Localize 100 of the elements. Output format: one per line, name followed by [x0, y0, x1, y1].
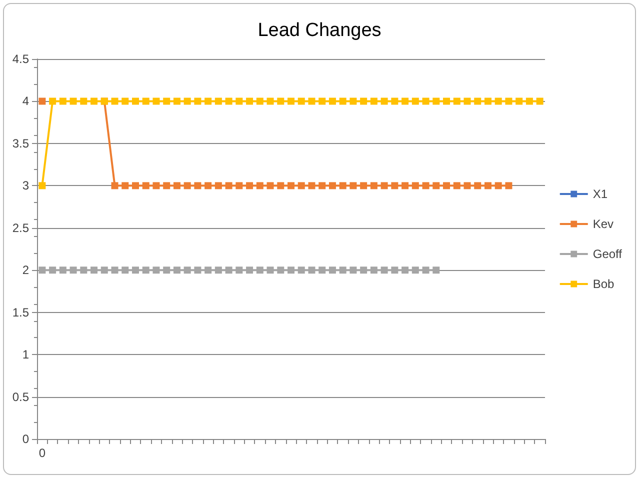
point [163, 266, 170, 274]
point [214, 266, 222, 274]
point [360, 98, 368, 105]
y-tick-label: 1.5 [12, 305, 30, 320]
point [266, 182, 274, 190]
point [90, 98, 98, 105]
point [70, 98, 77, 105]
point [256, 266, 264, 274]
point [49, 98, 56, 105]
point [288, 98, 294, 105]
point [328, 98, 336, 105]
point [505, 182, 512, 190]
point [350, 182, 357, 190]
point [236, 98, 243, 105]
point [132, 182, 139, 190]
y-tick-label: 2.5 [12, 220, 30, 235]
point [59, 98, 66, 105]
point [494, 182, 502, 190]
point [402, 98, 409, 105]
point [380, 266, 388, 274]
point [38, 266, 46, 274]
point [163, 98, 170, 105]
point [380, 98, 388, 105]
point [432, 98, 440, 105]
point [246, 266, 254, 274]
point [163, 182, 170, 190]
point [59, 266, 66, 274]
point [194, 266, 202, 274]
point [318, 98, 326, 105]
point [266, 266, 274, 274]
point [236, 266, 243, 274]
point [132, 98, 139, 105]
point [380, 182, 388, 190]
y-tick-label: 3 [22, 178, 30, 193]
point [100, 266, 108, 274]
point [173, 266, 180, 274]
point [256, 182, 264, 190]
point [432, 182, 440, 190]
point [370, 98, 378, 105]
point [111, 182, 118, 190]
y-tick-label: 1 [22, 348, 30, 362]
point [328, 182, 336, 190]
point [464, 98, 471, 105]
point [339, 182, 346, 190]
point [194, 98, 202, 105]
point [225, 98, 232, 105]
point [246, 98, 254, 105]
point [402, 182, 409, 190]
chart-title: Lead Changes [258, 20, 382, 41]
point [370, 266, 378, 274]
y-tick-label: 4 [22, 94, 30, 108]
point [142, 98, 150, 105]
point [38, 98, 46, 105]
point [412, 182, 419, 190]
point [214, 182, 222, 190]
point [536, 98, 544, 105]
point [464, 182, 471, 190]
point [360, 266, 368, 274]
point [308, 182, 316, 190]
point [402, 266, 409, 274]
legend-label: Kev [592, 217, 614, 231]
point [298, 98, 305, 105]
point [474, 98, 482, 105]
y-tick-label: 3.5 [12, 136, 30, 150]
point [111, 266, 118, 274]
point [184, 182, 191, 190]
point [225, 182, 232, 190]
legend-label: Geoff [592, 247, 623, 261]
point [484, 182, 492, 190]
point [350, 98, 357, 105]
point [70, 266, 77, 274]
point [236, 182, 243, 190]
point [204, 266, 212, 274]
point [391, 266, 398, 274]
point [308, 266, 316, 274]
point [277, 98, 284, 105]
point [132, 266, 139, 274]
point [80, 98, 88, 105]
point [204, 182, 212, 190]
point [152, 182, 160, 190]
legend-label: Bob [592, 277, 615, 291]
point [318, 266, 326, 274]
point [194, 182, 202, 190]
point [80, 266, 88, 274]
point [391, 98, 398, 105]
point [370, 182, 378, 190]
point [474, 182, 482, 190]
point [360, 182, 368, 190]
point [49, 266, 56, 274]
point [432, 266, 440, 274]
point [298, 266, 305, 274]
point [516, 98, 523, 105]
point [422, 266, 430, 274]
point [422, 182, 430, 190]
point [214, 98, 222, 105]
point [122, 182, 129, 190]
point [122, 98, 129, 105]
point [526, 98, 533, 105]
point [308, 98, 316, 105]
point [173, 98, 180, 105]
